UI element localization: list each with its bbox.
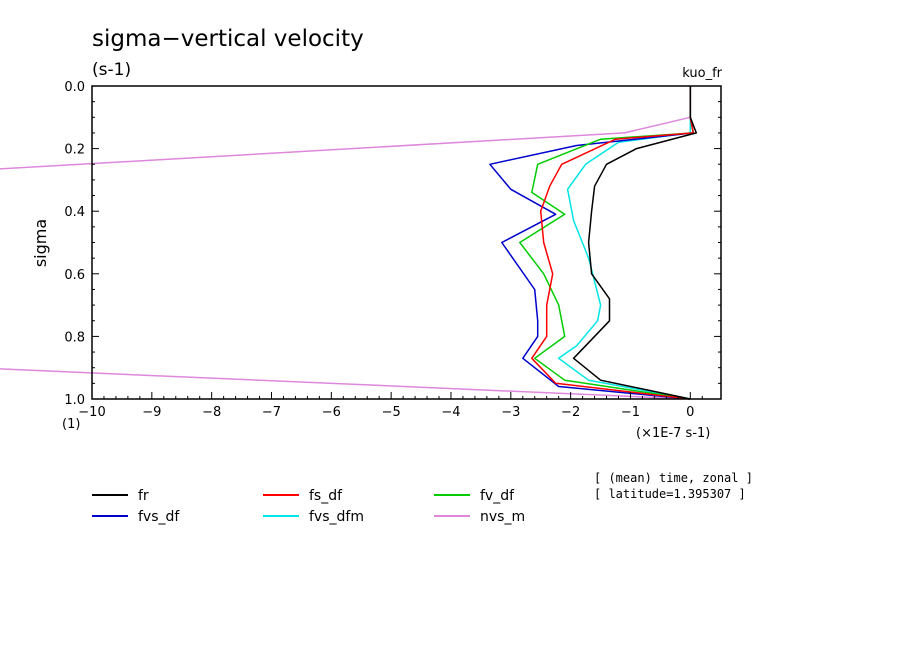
x-tick-label: −7 [262,405,281,420]
y-tick-label: 0.0 [64,80,85,95]
x-tick-label: −4 [441,405,460,420]
info-line-1: [ (mean) time, zonal ] [594,471,753,485]
y-tick-label: 0.6 [64,268,85,283]
y-axis-label: sigma [31,219,50,267]
x-axis-units: (×1E-7 s-1) [636,426,710,441]
x-tick-label: −6 [322,405,341,420]
x-tick-label: −8 [202,405,221,420]
chart-units: (s-1) [92,60,131,80]
run-label: kuo_fr [682,66,722,81]
y-tick-label: 0.2 [64,143,85,158]
series-line-fs-df [531,86,695,400]
legend-label-fv-df: fv_df [480,488,515,504]
y-tick-label: 0.8 [64,330,85,345]
legend-label-fs-df: fs_df [309,488,343,504]
x-tick-label: −9 [142,405,161,420]
x-tick-label: −10 [78,405,105,420]
axis-layer: −10 −9 −8 −7 −6 −5 −4 −3 −2 −1 00.00.20.40.60.81.0 [64,80,721,420]
y-axis-units: (1) [62,417,80,432]
info-line-2: [ latitude=1.395307 ] [594,487,746,501]
x-tick-label: −3 [501,405,520,420]
series-line-fv-df [519,86,695,400]
legend-label-fr: fr [138,488,149,504]
y-tick-label: 1.0 [64,393,85,408]
x-tick-label: 0 [686,405,694,420]
series-line-nvs-m [0,86,692,170]
x-tick-label: −2 [561,405,580,420]
x-tick-label: −1 [621,405,640,420]
legend-label-fvs-dfm: fvs_dfm [309,509,364,525]
chart-title: sigma−vertical velocity [92,26,364,52]
y-tick-label: 0.4 [64,205,85,220]
x-tick-label: −5 [382,405,401,420]
legend-label-nvs-m: nvs_m [480,509,525,525]
series-line-fr [572,86,698,400]
legend: fr fs_df fv_df fvs_df fvs_dfm nvs_m [92,488,525,525]
legend-label-fvs-df: fvs_df [138,509,180,525]
series-layer [0,86,698,400]
